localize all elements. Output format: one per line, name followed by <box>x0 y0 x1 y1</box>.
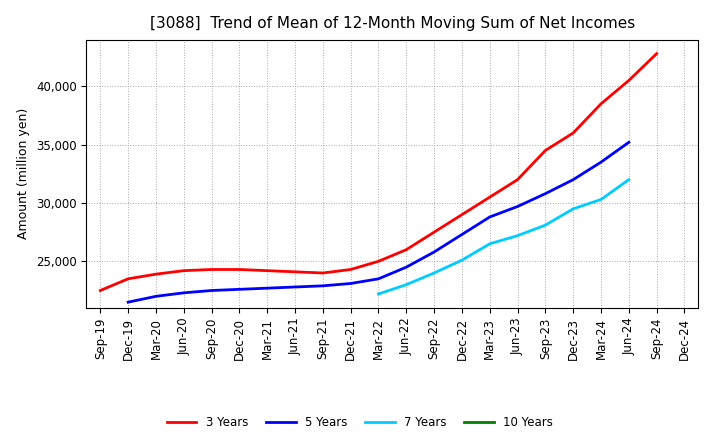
Y-axis label: Amount (million yen): Amount (million yen) <box>17 108 30 239</box>
3 Years <box>624 78 633 83</box>
5 Years <box>346 281 355 286</box>
3 Years <box>569 130 577 136</box>
5 Years <box>458 232 467 237</box>
Line: 3 Years: 3 Years <box>100 54 657 290</box>
7 Years <box>374 291 383 297</box>
3 Years <box>458 212 467 217</box>
7 Years <box>513 233 522 238</box>
3 Years <box>263 268 271 273</box>
3 Years <box>513 177 522 182</box>
3 Years <box>235 267 243 272</box>
5 Years <box>179 290 188 296</box>
Title: [3088]  Trend of Mean of 12-Month Moving Sum of Net Incomes: [3088] Trend of Mean of 12-Month Moving … <box>150 16 635 32</box>
5 Years <box>402 264 410 270</box>
7 Years <box>485 241 494 246</box>
3 Years <box>485 194 494 200</box>
5 Years <box>235 287 243 292</box>
3 Years <box>430 230 438 235</box>
3 Years <box>207 267 216 272</box>
7 Years <box>569 206 577 212</box>
3 Years <box>652 51 661 56</box>
5 Years <box>318 283 327 289</box>
3 Years <box>597 101 606 106</box>
5 Years <box>624 139 633 145</box>
5 Years <box>374 276 383 282</box>
3 Years <box>541 148 550 153</box>
5 Years <box>569 177 577 182</box>
5 Years <box>597 159 606 165</box>
5 Years <box>152 293 161 299</box>
7 Years <box>402 282 410 287</box>
3 Years <box>346 267 355 272</box>
5 Years <box>263 286 271 291</box>
5 Years <box>541 191 550 196</box>
7 Years <box>458 257 467 263</box>
3 Years <box>179 268 188 273</box>
Line: 5 Years: 5 Years <box>128 142 629 302</box>
5 Years <box>207 288 216 293</box>
5 Years <box>485 214 494 220</box>
5 Years <box>291 284 300 290</box>
Legend: 3 Years, 5 Years, 7 Years, 10 Years: 3 Years, 5 Years, 7 Years, 10 Years <box>162 412 558 434</box>
7 Years <box>624 177 633 182</box>
3 Years <box>96 288 104 293</box>
7 Years <box>430 270 438 275</box>
7 Years <box>597 197 606 202</box>
5 Years <box>430 249 438 255</box>
5 Years <box>124 300 132 305</box>
3 Years <box>291 269 300 275</box>
5 Years <box>513 204 522 209</box>
3 Years <box>152 271 161 277</box>
3 Years <box>318 270 327 275</box>
3 Years <box>402 247 410 252</box>
Line: 7 Years: 7 Years <box>379 180 629 294</box>
7 Years <box>541 223 550 228</box>
3 Years <box>124 276 132 282</box>
3 Years <box>374 259 383 264</box>
